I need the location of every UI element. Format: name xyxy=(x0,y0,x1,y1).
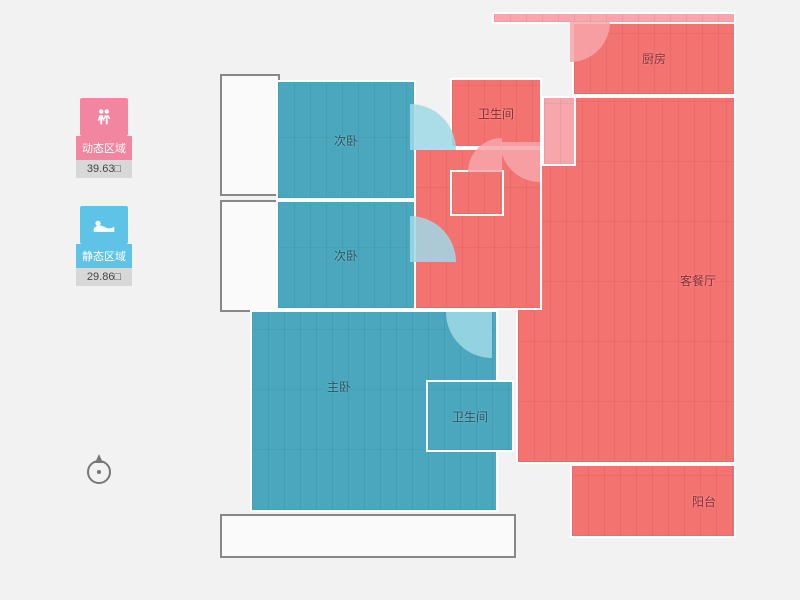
legend-static-value: 29.86□ xyxy=(76,268,132,286)
legend-static: 静态区域 29.86□ xyxy=(74,206,134,286)
room-bed2b: 次卧 xyxy=(276,200,416,310)
room-bath1: 卫生间 xyxy=(450,78,542,148)
room-kitchen: 厨房 xyxy=(572,20,736,96)
legend-dynamic-icon xyxy=(80,98,128,136)
room-label-balcony: 阳台 xyxy=(692,493,716,510)
room-closet xyxy=(450,170,504,216)
legend-dynamic-value: 39.63□ xyxy=(76,160,132,178)
room-label-bed2b: 次卧 xyxy=(334,247,358,264)
canvas: 动态区域 39.63□ 静态区域 29.86□ 厨房客餐厅卫生间阳台次卧次卧主卧… xyxy=(0,0,800,600)
room-label-bed2a: 次卧 xyxy=(334,132,358,149)
legend-static-title: 静态区域 xyxy=(76,244,132,268)
legend: 动态区域 39.63□ 静态区域 29.86□ xyxy=(74,98,134,314)
compass-icon xyxy=(80,450,118,488)
legend-static-icon xyxy=(80,206,128,244)
room-bath2: 卫生间 xyxy=(426,380,514,452)
room-inner-pillar xyxy=(542,96,576,166)
outline-mid-left xyxy=(220,200,280,312)
room-label-living: 客餐厅 xyxy=(680,272,716,289)
room-label-master: 主卧 xyxy=(327,378,351,395)
room-label-bath1: 卫生间 xyxy=(478,105,514,122)
room-balcony: 阳台 xyxy=(570,464,736,538)
room-topstrip xyxy=(492,12,736,24)
floorplan: 厨房客餐厅卫生间阳台次卧次卧主卧卫生间 xyxy=(220,12,740,570)
room-label-bath2: 卫生间 xyxy=(452,408,488,425)
legend-dynamic-title: 动态区域 xyxy=(76,136,132,160)
outline-upper-left xyxy=(220,74,280,196)
room-bed2a: 次卧 xyxy=(276,80,416,200)
outline-bottom xyxy=(220,514,516,558)
sleep-icon xyxy=(92,215,116,235)
legend-dynamic: 动态区域 39.63□ xyxy=(74,98,134,178)
people-icon xyxy=(93,106,115,128)
room-label-kitchen: 厨房 xyxy=(642,50,666,67)
